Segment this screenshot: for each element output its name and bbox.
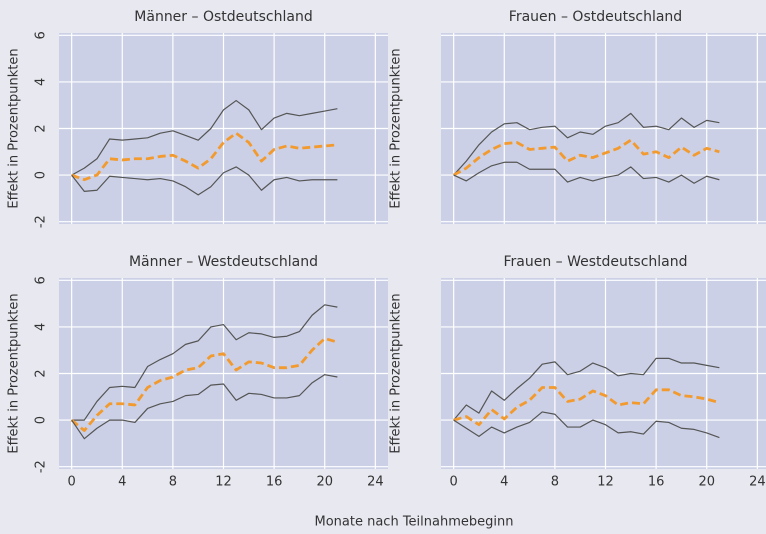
x-tick-label: 12 bbox=[597, 475, 614, 490]
x-axis-label: Monate nach Teilnahmebeginn bbox=[315, 515, 514, 530]
x-tick-label: 16 bbox=[266, 475, 283, 490]
x-tick-label: 8 bbox=[551, 475, 559, 490]
band-line bbox=[71, 304, 338, 421]
x-tick-label: 0 bbox=[68, 475, 76, 490]
y-axis-label: Effekt in Prozentpunkten bbox=[389, 293, 404, 453]
x-tick-label: 0 bbox=[450, 475, 458, 490]
y-axis-label: Effekt in Prozentpunkten bbox=[389, 48, 404, 208]
band-line bbox=[453, 411, 720, 439]
y-axis-label: Effekt in Prozentpunkten bbox=[7, 48, 22, 208]
mean-line bbox=[453, 386, 720, 427]
x-tick-label: 20 bbox=[316, 475, 333, 490]
mean-line bbox=[452, 138, 720, 177]
x-tick-label: 20 bbox=[698, 475, 715, 490]
x-tick-label: 24 bbox=[749, 475, 766, 490]
y-tick-label: 0 bbox=[34, 171, 49, 179]
band-line bbox=[453, 357, 720, 421]
x-tick-label: 4 bbox=[500, 475, 508, 490]
x-tick-label: 12 bbox=[215, 475, 232, 490]
y-tick-label: 2 bbox=[34, 124, 49, 132]
band-line bbox=[71, 99, 338, 176]
y-axis-label: Effekt in Prozentpunkten bbox=[7, 293, 22, 453]
mean-line bbox=[71, 131, 338, 182]
y-tick-label: 6 bbox=[34, 276, 49, 284]
band-line bbox=[453, 161, 720, 184]
panel-title: Männer – Westdeutschland bbox=[129, 254, 318, 270]
panel-title: Frauen – Westdeutschland bbox=[503, 254, 687, 270]
band-line bbox=[71, 374, 338, 440]
x-tick-label: 8 bbox=[169, 475, 177, 490]
y-tick-label: 6 bbox=[34, 31, 49, 39]
y-tick-label: 0 bbox=[34, 416, 49, 424]
panel-title: Frauen – Ostdeutschland bbox=[509, 9, 682, 25]
y-tick-label: -2 bbox=[34, 215, 49, 228]
y-tick-label: 2 bbox=[34, 369, 49, 377]
x-tick-label: 16 bbox=[648, 475, 665, 490]
panel-title: Männer – Ostdeutschland bbox=[134, 9, 312, 25]
y-tick-label: 4 bbox=[34, 323, 49, 331]
x-tick-label: 4 bbox=[118, 475, 126, 490]
mean-line bbox=[70, 337, 338, 432]
y-tick-label: -2 bbox=[34, 460, 49, 473]
x-tick-label: 24 bbox=[367, 475, 384, 490]
y-tick-label: 4 bbox=[34, 78, 49, 86]
band-line bbox=[453, 112, 720, 176]
band-line bbox=[71, 166, 338, 196]
